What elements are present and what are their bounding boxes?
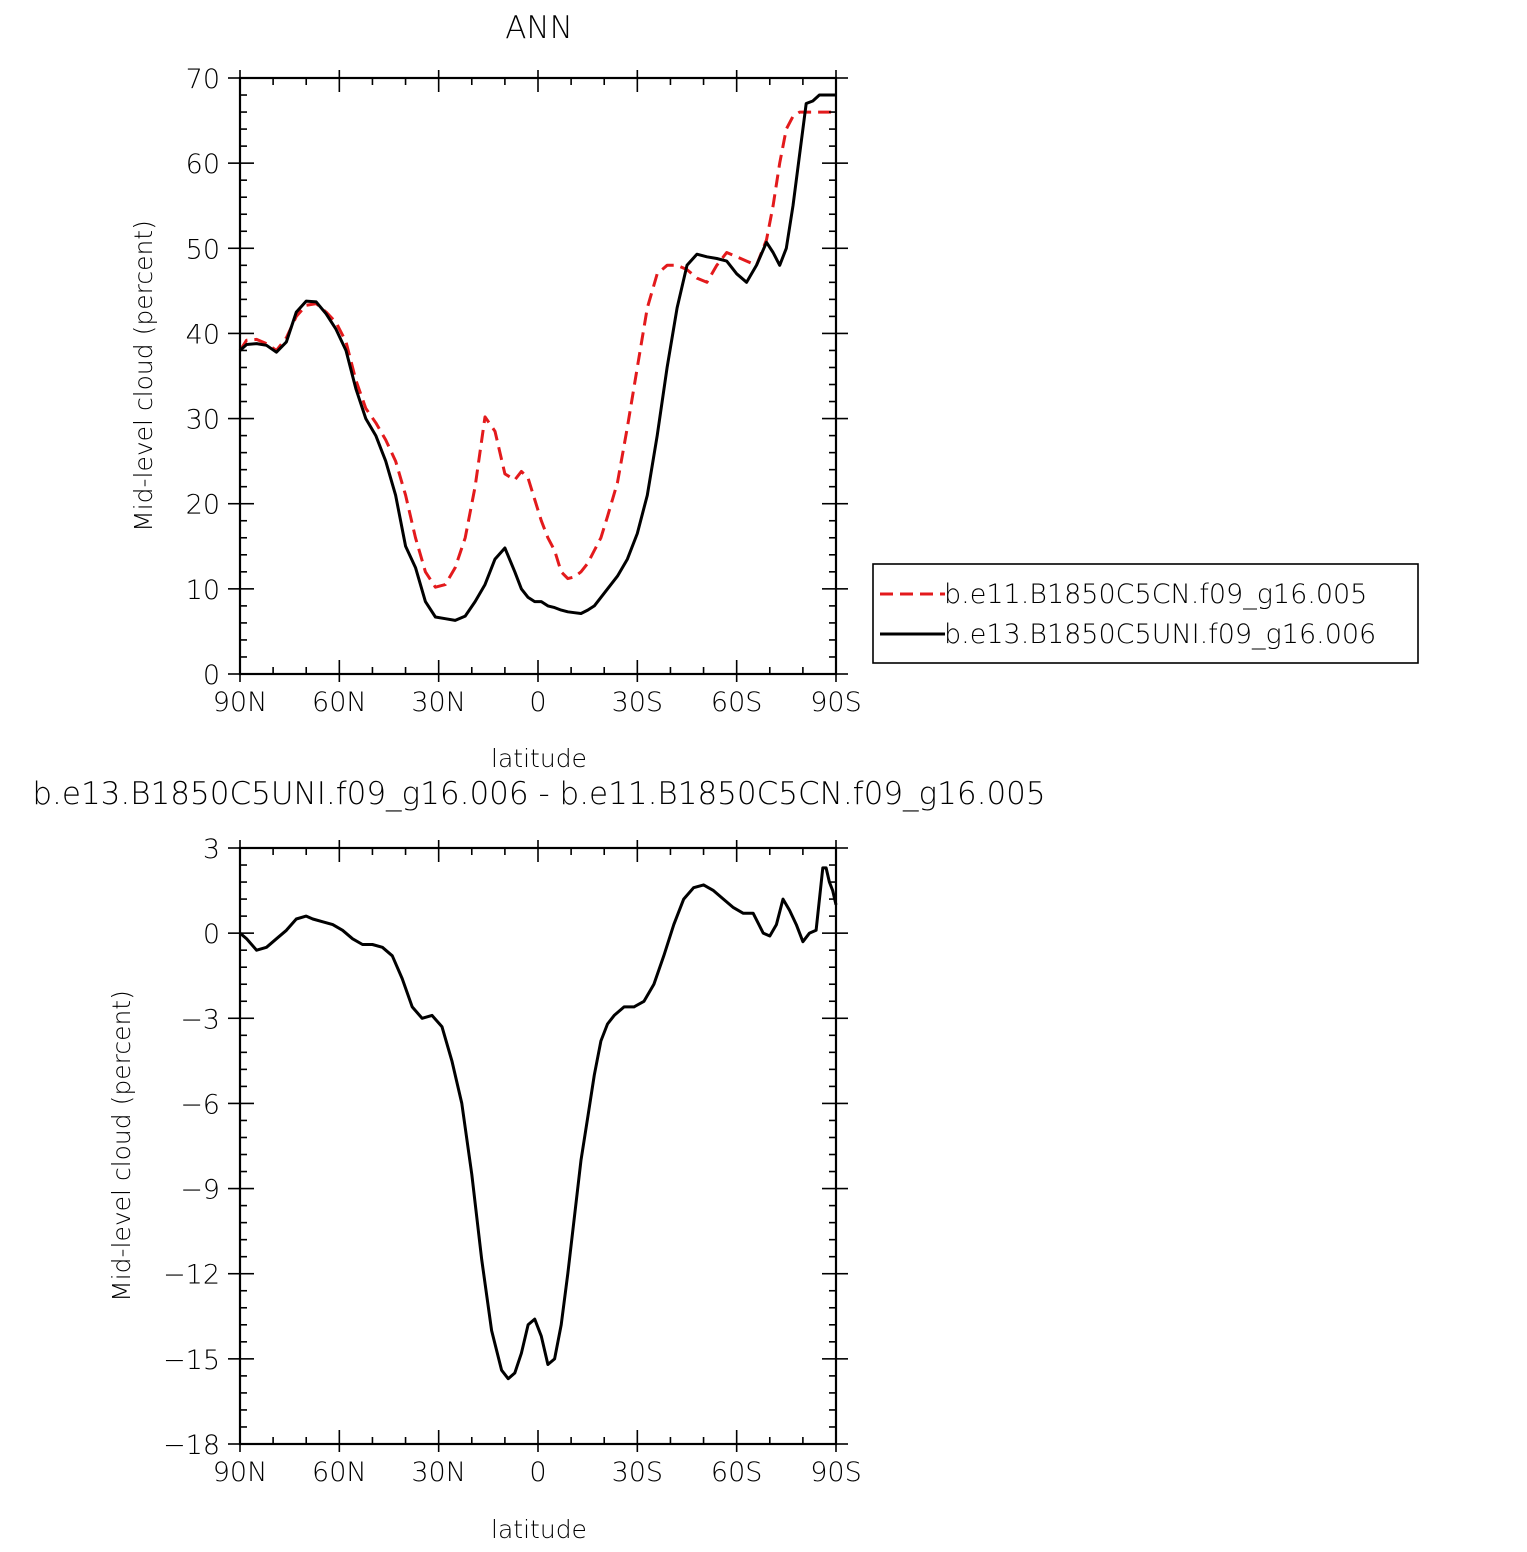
legend: b.e11.B1850C5CN.f09_g16.005 b.e13.B1850C… (872, 563, 1419, 664)
bottom-panel-plot-frame (238, 846, 838, 1446)
bottom-panel-y-tick-label: −18 (163, 1430, 220, 1461)
legend-label-series-2: b.e13.B1850C5UNI.f09_g16.006 (944, 619, 1376, 650)
bottom-panel-y-axis-label: Mid-level cloud (percent) (107, 990, 136, 1302)
top-panel-y-tick-label: 40 (186, 319, 220, 350)
top-panel-x-tick-label: 60N (312, 687, 367, 718)
legend-box (872, 563, 1419, 664)
bottom-panel-y-tick-label: −3 (180, 1004, 220, 1035)
top-panel-series-line-2 (238, 93, 836, 622)
top-panel-y-tick-label: 60 (186, 149, 220, 180)
top-panel-plot-frame (238, 76, 838, 676)
top-panel-y-tick-label: 30 (186, 405, 220, 436)
bottom-panel-title: b.e13.B1850C5UNI.f09_g16.006 - b.e11.B18… (32, 776, 1045, 812)
top-panel-y-axis-label: Mid-level cloud (percent) (129, 220, 158, 532)
bottom-panel-x-tick-label: 60S (711, 1457, 763, 1488)
top-panel: ANN 90N 60N 30N 0 30S 60S 90S 0 10 20 30 40 50 60 70 l… (129, 10, 862, 773)
bottom-panel-x-axis-label: latitude (491, 1515, 587, 1544)
top-panel-series-layer (238, 93, 836, 622)
top-panel-x-tick-label: 0 (529, 687, 546, 718)
bottom-panel-y-tick-label: −9 (180, 1175, 220, 1206)
bottom-panel-axes-layer: 90N 60N 30N 0 30S 60S 90S 3 0 −3 −6 −9 −12 −15 −18 (163, 834, 862, 1488)
top-panel-x-tick-label: 90S (810, 687, 862, 718)
bottom-panel-y-tick-label: 0 (203, 919, 220, 950)
bottom-panel-y-tick-label: 3 (203, 834, 220, 865)
bottom-panel-y-tick-label: −12 (163, 1260, 220, 1291)
bottom-panel-x-tick-label: 0 (529, 1457, 546, 1488)
top-panel-x-tick-label: 30N (411, 687, 466, 718)
top-panel-y-tick-label: 50 (186, 234, 220, 265)
bottom-panel-y-tick-label: −15 (163, 1345, 220, 1376)
top-panel-y-tick-label: 20 (186, 490, 220, 521)
bottom-panel-x-tick-label: 90N (213, 1457, 268, 1488)
bottom-panel-x-tick-label: 60N (312, 1457, 367, 1488)
bottom-panel-x-tick-label: 90S (810, 1457, 862, 1488)
bottom-panel-series-layer (239, 866, 838, 1381)
top-panel-x-tick-label: 90N (213, 687, 268, 718)
top-panel-axes-layer: 90N 60N 30N 0 30S 60S 90S 0 10 20 30 40 50 60 70 (186, 64, 862, 718)
top-panel-y-tick-label: 70 (186, 64, 220, 95)
top-panel-title: ANN (505, 10, 573, 46)
top-panel-y-tick-label: 0 (203, 660, 220, 691)
bottom-panel-x-tick-label: 30N (411, 1457, 466, 1488)
legend-label-series-1: b.e11.B1850C5CN.f09_g16.005 (944, 579, 1367, 610)
bottom-panel: b.e13.B1850C5UNI.f09_g16.006 - b.e11.B18… (32, 776, 1045, 1544)
bottom-panel-y-tick-label: −6 (180, 1089, 220, 1120)
top-panel-y-tick-label: 10 (186, 575, 220, 606)
bottom-panel-x-tick-label: 30S (612, 1457, 664, 1488)
top-panel-x-tick-label: 30S (612, 687, 664, 718)
top-panel-x-axis-label: latitude (491, 744, 587, 773)
top-panel-x-tick-label: 60S (711, 687, 763, 718)
bottom-panel-series-line-1 (239, 866, 838, 1381)
top-panel-series-line-1 (238, 110, 836, 589)
